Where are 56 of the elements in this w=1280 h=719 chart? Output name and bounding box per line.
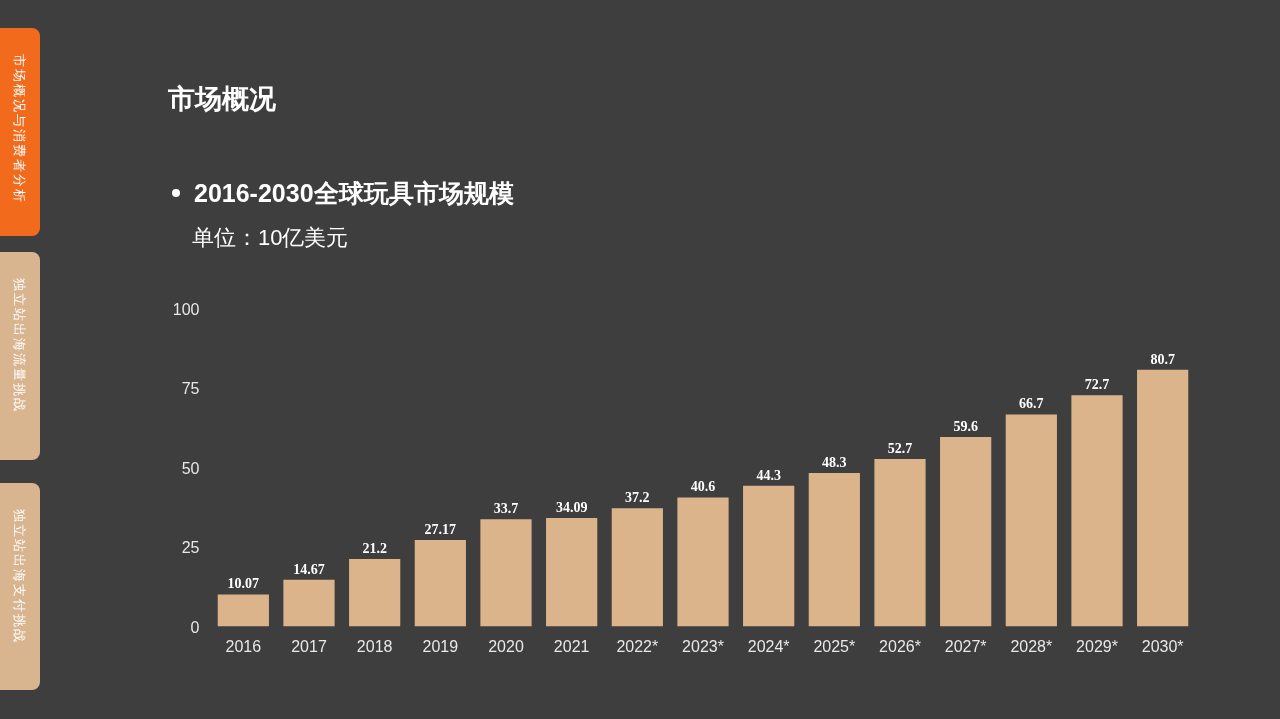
x-tick-label: 2018 bbox=[356, 637, 393, 655]
bar bbox=[349, 559, 401, 627]
bar bbox=[546, 518, 598, 627]
x-tick-label: 2025* bbox=[813, 637, 856, 655]
data-label: 72.7 bbox=[1084, 377, 1110, 393]
text: 市场概况与消费者分析 bbox=[11, 54, 28, 204]
bar bbox=[940, 436, 992, 627]
data-label: 33.7 bbox=[493, 501, 519, 517]
x-tick-label: 2017 bbox=[291, 637, 327, 655]
data-label: 40.6 bbox=[690, 479, 716, 495]
data-label: 66.7 bbox=[1019, 396, 1044, 412]
bar bbox=[1005, 414, 1057, 627]
data-label: 27.17 bbox=[424, 522, 457, 538]
data-label: 34.09 bbox=[555, 500, 588, 516]
bar bbox=[1137, 369, 1189, 627]
y-tick-label: 75 bbox=[181, 380, 200, 397]
bar bbox=[743, 485, 795, 627]
data-label: 48.3 bbox=[822, 454, 847, 470]
data-label: 80.7 bbox=[1150, 351, 1175, 367]
x-tick-label: 2028* bbox=[1010, 637, 1053, 655]
bar bbox=[217, 594, 269, 627]
x-tick-label: 2019 bbox=[422, 637, 459, 655]
data-label: 37.2 bbox=[625, 490, 650, 506]
x-tick-label: 2027* bbox=[944, 637, 987, 655]
bar bbox=[1071, 395, 1123, 627]
x-tick-label: 2021 bbox=[553, 637, 590, 655]
text: 独立站出海支付挑战 bbox=[11, 509, 28, 644]
bar bbox=[414, 540, 466, 627]
y-axis-title: 单位：10亿美元 bbox=[192, 224, 349, 252]
chart-subtitle: 2016-2030全球玩具市场规模 bbox=[194, 178, 514, 209]
data-label: 14.67 bbox=[293, 561, 325, 577]
x-tick-label: 2026* bbox=[879, 637, 921, 655]
x-tick-label: 2023* bbox=[682, 637, 724, 655]
text: 独立站出海流量挑战 bbox=[11, 278, 28, 413]
bar bbox=[480, 519, 532, 627]
chart-title: 市场概况 bbox=[168, 83, 276, 116]
x-tick-label: 2020 bbox=[488, 637, 524, 655]
x-tick-label: 2030* bbox=[1141, 637, 1184, 655]
x-tick-label: 2022* bbox=[616, 637, 659, 655]
x-tick-label: 2024* bbox=[747, 637, 790, 655]
bar bbox=[677, 497, 729, 627]
data-label: 10.07 bbox=[227, 576, 260, 592]
bar bbox=[808, 472, 860, 627]
x-tick-label: 2016 bbox=[225, 637, 262, 655]
data-label: 59.6 bbox=[953, 418, 978, 434]
bar bbox=[611, 508, 663, 627]
data-label: 44.3 bbox=[756, 467, 781, 483]
data-label: 21.2 bbox=[362, 541, 387, 557]
x-tick-label: 2029* bbox=[1076, 637, 1118, 655]
data-label: 52.7 bbox=[887, 440, 913, 456]
bar bbox=[283, 579, 335, 627]
bar bbox=[874, 458, 926, 627]
y-tick-label: 50 bbox=[181, 459, 200, 477]
y-tick-label: 0 bbox=[190, 618, 200, 636]
y-tick-label: 100 bbox=[172, 300, 200, 318]
y-tick-label: 25 bbox=[181, 539, 200, 556]
